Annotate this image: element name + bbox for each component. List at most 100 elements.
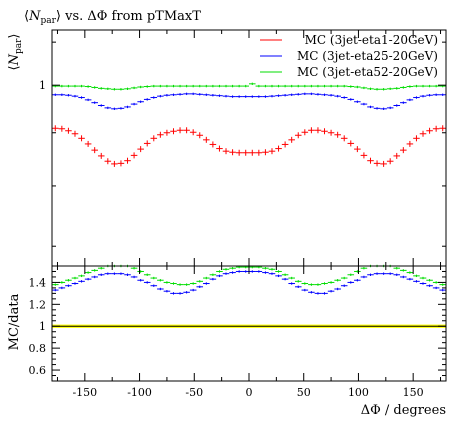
main-point [196, 84, 204, 88]
main-point [183, 127, 190, 134]
main-point [176, 84, 184, 88]
ratio-point [209, 273, 217, 276]
main-point [222, 94, 230, 98]
ratio-point [386, 272, 394, 275]
ratio-point [301, 282, 309, 285]
main-point [137, 85, 144, 89]
ratio-point [419, 276, 427, 280]
ratio-point [354, 270, 361, 273]
ratio-point [419, 282, 427, 285]
main-point [111, 160, 118, 167]
ratio-point [432, 286, 440, 290]
ratio-point [163, 289, 171, 293]
main-point [406, 98, 414, 102]
x-tick-label: -100 [127, 386, 152, 399]
main-point [347, 98, 355, 101]
ratio-point [58, 286, 66, 290]
main-point [124, 157, 131, 164]
ratio-point [189, 288, 197, 292]
main-point [334, 94, 341, 98]
main-point [150, 84, 158, 88]
ratio-point [170, 292, 177, 295]
ratio-point [52, 283, 59, 286]
ratio-point [288, 282, 295, 285]
main-point [124, 87, 131, 91]
main-series-1 [52, 125, 446, 167]
main-point [367, 157, 374, 164]
main-point [209, 141, 217, 148]
legend-label: MC (3jet-eta25-20GeV) [297, 49, 438, 63]
main-point [229, 84, 236, 88]
main-point [419, 84, 427, 88]
ratio-point [406, 271, 414, 274]
x-tick-label: 100 [348, 386, 369, 399]
main-point [281, 94, 289, 97]
ratio-point [275, 274, 282, 278]
ratio-point [117, 272, 125, 275]
main-series-3 [52, 82, 446, 91]
ratio-point [157, 287, 164, 291]
main-point [176, 127, 184, 134]
main-point [288, 84, 295, 88]
ratio-point [308, 283, 315, 286]
legend-item: MC (3jet-eta1-20GeV) [260, 33, 438, 47]
ratio-point [130, 266, 138, 270]
main-point [65, 94, 72, 97]
main-point [157, 94, 164, 98]
main-point [354, 85, 361, 89]
ratio-point [426, 284, 433, 287]
main-point [52, 93, 59, 96]
main-ylabel: ⟨Npar⟩ [7, 34, 24, 71]
ratio-point [308, 291, 315, 294]
ratio-point [347, 273, 355, 276]
ratio-panel: 0.6 0.8 1 1.2 1.4 -150 -100 -50 0 50 100 150 [29, 264, 447, 399]
main-point [130, 102, 138, 106]
main-point [373, 107, 381, 110]
main-y-tick-label: 1 [39, 79, 46, 92]
ratio-point [111, 272, 118, 275]
main-point [314, 93, 322, 96]
main-point [360, 152, 368, 159]
main-series-2 [52, 92, 446, 111]
ratio-point [321, 282, 328, 285]
ratio-point [327, 281, 335, 284]
main-point [143, 140, 151, 147]
ratio-point [71, 282, 79, 285]
main-point [71, 94, 79, 98]
main-point [400, 86, 407, 89]
ratio-point [288, 276, 295, 280]
main-point [249, 95, 256, 98]
main-point [91, 86, 98, 89]
ratio-point [157, 279, 164, 282]
main-point [432, 93, 440, 96]
main-point [78, 96, 85, 99]
ratio-point [360, 275, 368, 279]
main-point [170, 93, 177, 96]
ratio-ylabel: MC/data [7, 293, 22, 350]
ratio-point [334, 287, 341, 291]
main-point [111, 88, 118, 91]
main-point [262, 149, 269, 156]
ratio-point [262, 266, 269, 270]
ratio-point [78, 274, 85, 278]
main-point [373, 160, 381, 167]
main-point [65, 127, 72, 134]
ratio-point [354, 279, 361, 282]
main-point [84, 140, 92, 147]
main-point [386, 106, 394, 110]
main-point [340, 96, 348, 99]
main-point [367, 105, 374, 109]
main-point [150, 96, 158, 99]
main-point [294, 132, 302, 139]
ratio-point [249, 270, 256, 273]
main-point [216, 84, 223, 88]
main-point [413, 135, 420, 142]
main-point [209, 84, 217, 88]
ratio-point [176, 283, 184, 286]
main-point [65, 84, 72, 88]
ratio-point [327, 289, 335, 293]
main-point [281, 84, 289, 88]
main-point [130, 86, 138, 90]
ratio-point [189, 282, 197, 285]
chart-title: ⟨Npar⟩ vs. ΔΦ from pTMaxT [24, 9, 201, 26]
